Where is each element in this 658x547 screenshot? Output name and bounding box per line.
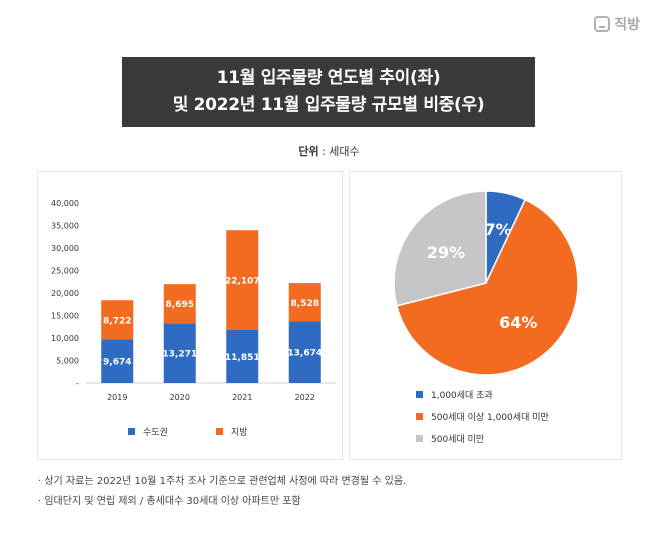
brand-name: 직방 xyxy=(614,17,640,33)
pie-chart: 7% 64% 29% xyxy=(393,190,579,376)
bar-value-label: 22,107 xyxy=(225,276,260,286)
title-line-2: 및 2022년 11월 입주물량 규모별 비중(우) xyxy=(172,95,485,115)
y-tick-label: 15,000 xyxy=(51,312,79,321)
unit-label: 단위 : 세대수 xyxy=(0,143,658,159)
small-swatch xyxy=(416,435,423,442)
bar-segment xyxy=(288,283,321,322)
pie-chart-panel: 7% 64% 29% 1,000세대 초과 500세대 이상 1,000세대 미만 … xyxy=(349,171,622,460)
bar-segment xyxy=(101,300,134,340)
bar-segment xyxy=(101,339,134,383)
large-swatch xyxy=(416,391,423,398)
unit-value: : 세대수 xyxy=(318,145,360,158)
legend-item-large: 1,000세대 초과 xyxy=(416,388,493,401)
pie-value-label: 64% xyxy=(499,313,537,332)
home-icon xyxy=(594,16,611,32)
footnote-2: 임대단지 및 연립 제외 / 총세대수 30세대 이상 아파트만 포함 xyxy=(38,492,406,512)
bar-segment xyxy=(163,323,196,383)
bar-chart-panel: 40,000 35,000 30,000 25,000 20,000 15,000 10,0… xyxy=(37,171,343,460)
brand-logo: 직방 xyxy=(594,14,640,34)
legend-item-capital: 수도권 xyxy=(128,425,168,438)
y-tick-label: 20,000 xyxy=(51,289,79,298)
bar-value-label: 8,722 xyxy=(103,316,131,326)
legend-item-small: 500세대 미만 xyxy=(416,432,484,445)
y-tick-label: 25,000 xyxy=(51,267,79,276)
bar-segment xyxy=(163,284,196,324)
pie-value-label: 7% xyxy=(484,220,511,239)
y-tick-label: 35,000 xyxy=(51,222,79,231)
title-box: 11월 입주물량 연도별 추이(좌) 및 2022년 11월 입주물량 규모별 … xyxy=(122,57,535,127)
bar-segment xyxy=(226,329,259,383)
y-tick-label: 30,000 xyxy=(51,244,79,253)
x-tick-label: 2019 xyxy=(107,393,127,402)
legend-item-medium: 500세대 이상 1,000세대 미만 xyxy=(416,410,549,423)
title-line-1: 11월 입주물량 연도별 추이(좌) xyxy=(216,68,441,88)
bar-value-label: 13,674 xyxy=(287,349,322,359)
bar-value-label: 11,851 xyxy=(225,353,260,363)
x-tick-label: 2022 xyxy=(295,393,315,402)
x-tick-label: 2020 xyxy=(170,393,190,402)
y-tick-label: 5,000 xyxy=(56,357,79,366)
unit-key: 단위 xyxy=(298,145,319,158)
medium-swatch xyxy=(416,413,423,420)
regional-swatch xyxy=(216,428,223,435)
footnote-1: 상기 자료는 2022년 10월 1주차 조사 기준으로 관련업체 사정에 따라… xyxy=(38,472,406,492)
bar-segment xyxy=(226,230,259,330)
legend-label-large: 1,000세대 초과 xyxy=(431,391,493,401)
legend-label-medium: 500세대 이상 1,000세대 미만 xyxy=(431,413,549,423)
capital-swatch xyxy=(128,428,135,435)
bar-value-label: 9,674 xyxy=(103,358,131,368)
legend-label-regional: 지방 xyxy=(231,428,248,438)
y-tick-label: - xyxy=(76,379,79,388)
bar-value-label: 13,271 xyxy=(162,350,197,360)
legend-item-regional: 지방 xyxy=(216,425,248,438)
y-tick-label: 40,000 xyxy=(51,199,79,208)
y-tick-label: 10,000 xyxy=(51,334,79,343)
footnotes: 상기 자료는 2022년 10월 1주차 조사 기준으로 관련업체 사정에 따라… xyxy=(38,472,406,512)
bar-value-label: 8,528 xyxy=(291,299,319,309)
pie-value-label: 29% xyxy=(427,243,465,262)
bar-segment xyxy=(288,321,321,383)
legend-label-capital: 수도권 xyxy=(143,428,168,438)
legend-label-small: 500세대 미만 xyxy=(431,435,485,445)
pie-slice xyxy=(395,198,579,376)
bar-value-label: 8,695 xyxy=(166,300,194,310)
pie-slice xyxy=(393,190,487,307)
x-tick-label: 2021 xyxy=(232,393,252,402)
bar-chart: 40,000 35,000 30,000 25,000 20,000 15,000 10,0… xyxy=(51,199,336,402)
